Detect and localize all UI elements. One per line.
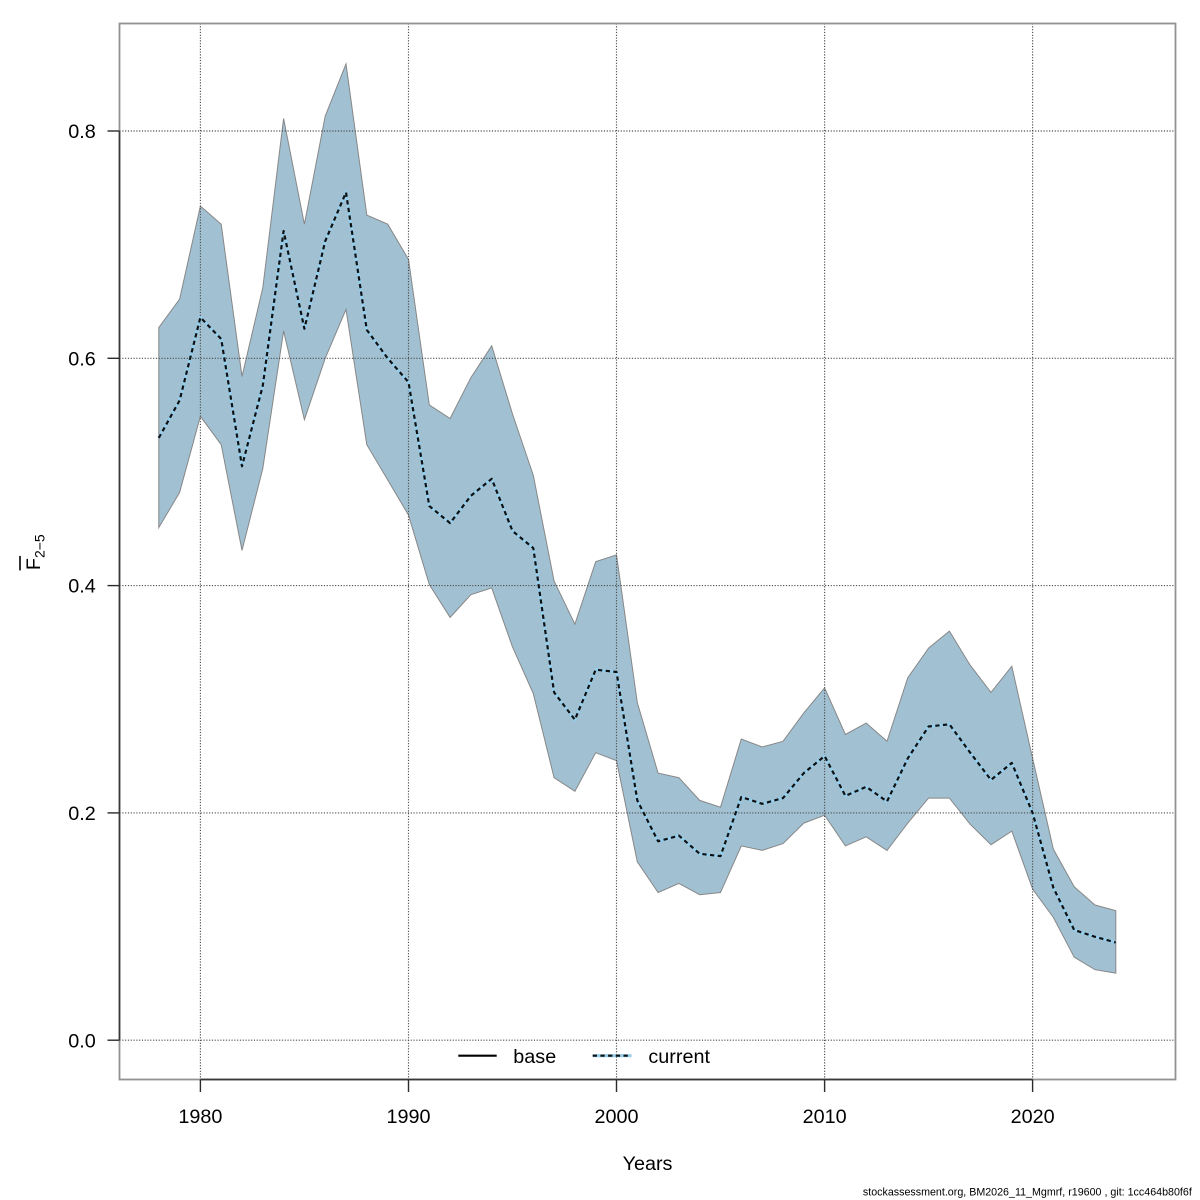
svg-text:2010: 2010 bbox=[803, 1106, 847, 1128]
svg-text:0.2: 0.2 bbox=[68, 803, 96, 825]
svg-text:0.4: 0.4 bbox=[68, 576, 96, 598]
svg-text:current: current bbox=[648, 1046, 710, 1068]
svg-text:stockassessment.org, BM2026_11: stockassessment.org, BM2026_11_Mgmrf, r1… bbox=[863, 1187, 1192, 1199]
svg-text:base: base bbox=[513, 1046, 556, 1068]
svg-text:0.6: 0.6 bbox=[68, 348, 96, 370]
svg-text:Years: Years bbox=[623, 1153, 673, 1175]
svg-text:1980: 1980 bbox=[178, 1106, 222, 1128]
svg-text:0.0: 0.0 bbox=[68, 1030, 96, 1052]
svg-text:0.8: 0.8 bbox=[68, 121, 96, 143]
svg-text:2020: 2020 bbox=[1011, 1106, 1055, 1128]
svg-text:2000: 2000 bbox=[594, 1106, 638, 1128]
svg-text:1990: 1990 bbox=[386, 1106, 430, 1128]
